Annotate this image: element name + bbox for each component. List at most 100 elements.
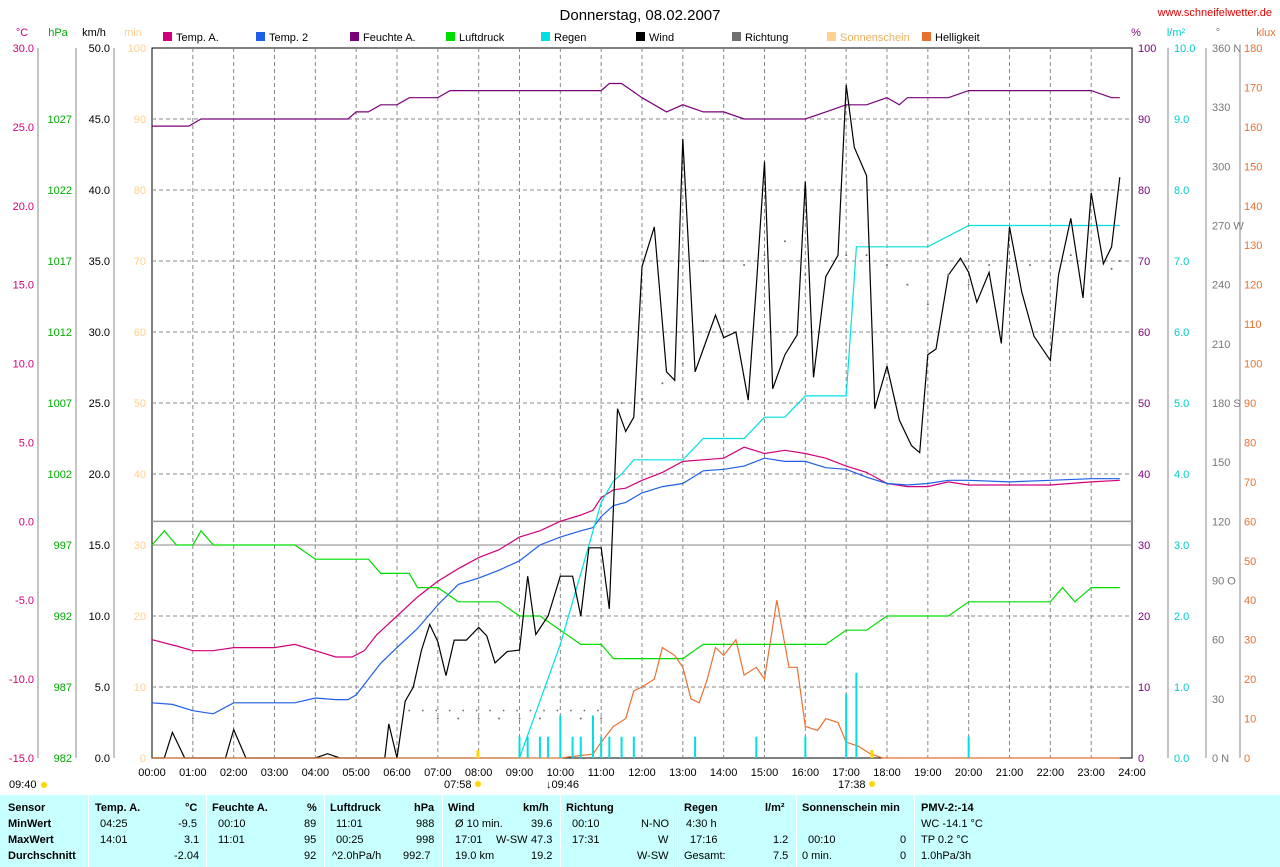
direction-axis-tick-label: 150 — [1212, 457, 1230, 469]
stats-pressure-avg: 992.7 — [403, 850, 431, 862]
stats-temp-max-val: 3.1 — [184, 834, 200, 846]
stats-pressure-min-time: 11:01 — [336, 818, 363, 830]
direction-point — [661, 382, 664, 385]
wind-axis-tick-label: 40.0 — [89, 185, 110, 197]
x-tick-label: 09:00 — [506, 767, 534, 779]
light-axis-tick-label: 180 — [1244, 43, 1262, 55]
x-tick-label: 03:00 — [261, 767, 289, 779]
humidity-axis-tick-label: 80 — [1138, 185, 1150, 197]
direction-point — [421, 709, 424, 712]
pressure-axis-tick-label: 1017 — [48, 256, 72, 268]
x-tick-label: 05:00 — [342, 767, 370, 779]
light-axis-tick-label: 110 — [1244, 319, 1262, 331]
series-luftdruck — [151, 529, 1120, 660]
legend-label: Temp. 2 — [269, 32, 308, 44]
stats-pmv-wc: WC -14.1 °C — [921, 818, 983, 830]
x-tick-label: 01:00 — [179, 767, 207, 779]
direction-point — [579, 717, 582, 720]
light-axis-tick-label: 0 — [1244, 753, 1250, 765]
unit-label-rain: l/m² — [1167, 27, 1186, 39]
direction-point — [947, 273, 950, 276]
x-tick-label: 08:00 — [465, 767, 493, 779]
direction-point — [518, 717, 521, 720]
legend-swatch — [446, 32, 455, 41]
legend-swatch — [541, 32, 550, 41]
rain-axis-tick-label: 6.0 — [1174, 327, 1189, 339]
temp-axis-tick-label: 10.0 — [13, 359, 34, 371]
direction-point — [906, 283, 909, 286]
x-tick-label: 11:00 — [588, 767, 615, 779]
temp-axis-tick-label: 15.0 — [13, 280, 34, 292]
stats-row-avg: Durchschnitt — [8, 850, 76, 862]
direction-point — [988, 263, 991, 266]
x-tick-label: 00:00 — [138, 767, 166, 779]
series-helligkeit — [152, 600, 1120, 759]
legend-label: Luftdruck — [459, 32, 505, 44]
light-axis-tick-label: 60 — [1244, 516, 1256, 528]
sun-axis-tick-label: 0 — [140, 753, 146, 765]
x-tick-label: 22:00 — [1037, 767, 1065, 779]
legend-swatch — [827, 32, 836, 41]
wind-axis-tick-label: 0.0 — [95, 753, 110, 765]
direction-point — [1110, 267, 1113, 270]
series-regen — [152, 224, 1120, 759]
moon-time: 09:40 — [9, 779, 37, 791]
light-axis-tick-label: 40 — [1244, 595, 1256, 607]
direction-axis-tick-label: 210 — [1212, 339, 1230, 351]
direction-point — [886, 263, 888, 266]
sun-axis-tick-label: 60 — [134, 327, 146, 339]
direction-point — [583, 709, 586, 712]
stats-temp-header: Temp. A. — [95, 802, 141, 814]
direction-point — [462, 709, 465, 712]
pressure-axis-tick-label: 1012 — [48, 327, 72, 339]
stats-row-min: MinWert — [8, 818, 52, 830]
rain-axis-tick-label: 10.0 — [1174, 43, 1195, 55]
unit-label-temp: °C — [16, 27, 28, 39]
direction-axis-tick-label: 90 O — [1212, 576, 1236, 588]
stats-humidity-avg: 92 — [304, 850, 317, 862]
legend-label: Temp. A. — [176, 32, 219, 44]
sun-axis-tick-label: 30 — [134, 540, 146, 552]
direction-point — [1028, 263, 1031, 266]
temp-axis-tick-label: -5.0 — [15, 595, 34, 607]
stats-rain-total-label: Gesamt: — [684, 850, 726, 862]
website-link[interactable]: www.schneifelwetter.de — [1157, 7, 1272, 19]
stats-humidity-min-val: 89 — [304, 818, 317, 830]
sunset-icon — [869, 781, 875, 787]
direction-axis-tick-label: 60 — [1212, 635, 1224, 647]
direction-point — [702, 260, 705, 262]
light-axis-tick-label: 170 — [1244, 82, 1262, 94]
stats-temp-min-time: 04:25 — [100, 818, 128, 830]
direction-axis-tick-label: 240 — [1212, 280, 1230, 292]
x-tick-label: 23:00 — [1077, 767, 1105, 779]
x-tick-label: 17:00 — [832, 767, 860, 779]
stats-rain-total-val: 7.5 — [773, 850, 789, 862]
statistics-panel: Sensor MinWert MaxWert Durchschnitt Temp… — [0, 795, 1280, 867]
x-tick-label: 18:00 — [873, 767, 901, 779]
stats-wind-header: Wind — [448, 802, 475, 814]
stats-temp-avg: -2.04 — [174, 850, 200, 862]
stats-pmv-trend: 1.0hPa/3h — [921, 850, 972, 862]
direction-point — [681, 362, 684, 365]
stats-row-max: MaxWert — [8, 834, 54, 846]
legend-label: Wind — [649, 32, 674, 44]
humidity-axis-tick-label: 70 — [1138, 256, 1150, 268]
direction-axis-tick-label: 360 N — [1212, 43, 1241, 55]
legend-swatch — [163, 32, 172, 41]
direction-point — [529, 709, 532, 712]
sun-axis-tick-label: 20 — [134, 611, 146, 623]
stats-humidity-header: Feuchte A. — [212, 802, 268, 814]
legend: Temp. A. Temp. 2 Feuchte A. Luftdruck Regen W… — [163, 32, 980, 44]
x-tick-label: 16:00 — [792, 767, 820, 779]
wind-axis-tick-label: 15.0 — [89, 540, 110, 552]
rain-axis-tick-label: 1.0 — [1174, 682, 1189, 694]
light-axis-tick-label: 100 — [1244, 359, 1262, 371]
direction-axis-tick-label: 0 N — [1212, 753, 1229, 765]
sunset-time: 17:38 — [838, 779, 866, 791]
rain-axis-tick-label: 2.0 — [1174, 611, 1189, 623]
wind-axis-tick-label: 30.0 — [89, 327, 110, 339]
x-tick-label: 19:00 — [914, 767, 942, 779]
sun-axis-tick-label: 100 — [128, 43, 146, 55]
direction-point — [477, 717, 480, 720]
stats-pressure-min-val: 988 — [416, 818, 435, 830]
